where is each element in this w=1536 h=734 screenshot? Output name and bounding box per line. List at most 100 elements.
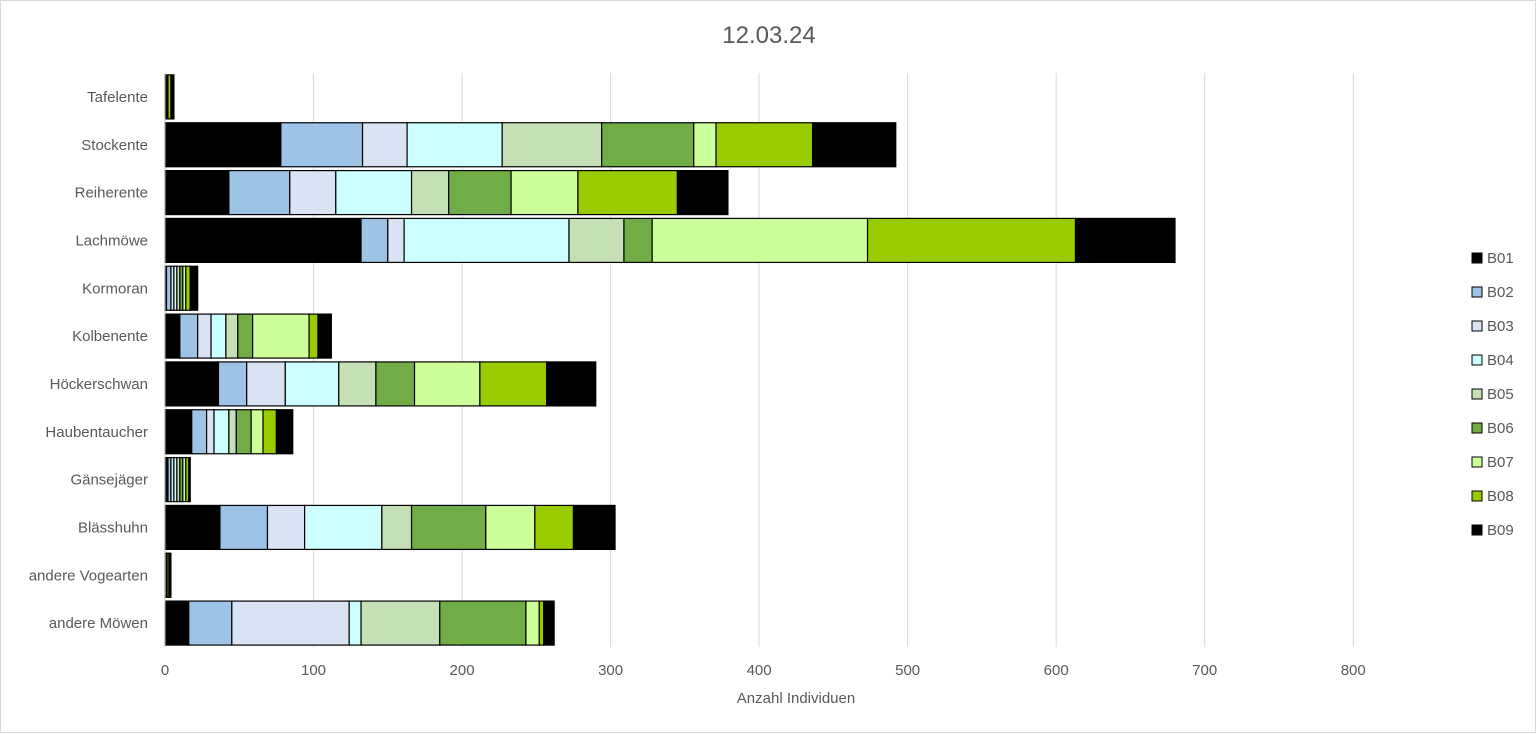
- bar-segment: [1074, 217, 1176, 264]
- category-label: andere Vogearten: [29, 567, 148, 584]
- bar-segment: [168, 552, 172, 598]
- legend: B01 B02 B03 B04 B05 B06 B07 B08 B09: [1471, 250, 1514, 539]
- bar-segment: [219, 504, 269, 551]
- legend-label: B04: [1487, 352, 1514, 369]
- bar-segment: [485, 504, 536, 551]
- bar-segment: [197, 313, 212, 359]
- bar-segment: [164, 313, 181, 359]
- bar-segment: [538, 600, 545, 646]
- bar-segment: [577, 169, 679, 216]
- legend-label: B01: [1487, 250, 1514, 267]
- bar-segment: [164, 600, 190, 646]
- bar-segment: [361, 122, 408, 168]
- legend-label: B06: [1487, 420, 1514, 437]
- bar-segment: [164, 217, 362, 264]
- bar-segment: [317, 313, 332, 359]
- legend-swatch: [1471, 252, 1483, 264]
- x-axis-title: Anzahl Individuen: [737, 690, 855, 707]
- gridlines: [313, 73, 1354, 647]
- bar-segment: [188, 456, 191, 503]
- bar-segment: [225, 313, 239, 359]
- bar-segment: [403, 217, 570, 264]
- bar-segment: [280, 122, 364, 168]
- x-tick-label: 300: [598, 662, 623, 679]
- x-tick-label: 600: [1044, 662, 1069, 679]
- bar-segment: [262, 409, 277, 455]
- bar-segment: [338, 361, 377, 407]
- bar-segment: [866, 217, 1077, 264]
- bar-segment: [304, 504, 383, 551]
- legend-label: B07: [1487, 454, 1514, 471]
- bar-segment: [217, 361, 248, 407]
- category-label: Blässhuhn: [78, 519, 148, 536]
- bar-segment: [210, 313, 227, 359]
- bar-segment: [228, 169, 291, 216]
- bar-segment: [170, 74, 175, 120]
- bar-segment: [275, 409, 294, 455]
- legend-swatch: [1471, 388, 1483, 400]
- legend-swatch: [1471, 320, 1483, 332]
- bar-segment: [246, 361, 286, 407]
- category-label: Kormoran: [82, 280, 148, 297]
- bar-segment: [568, 217, 625, 264]
- category-label: Tafelente: [87, 89, 148, 106]
- bar-segment: [546, 361, 597, 407]
- bar-segment: [205, 409, 215, 455]
- bar-segment: [811, 122, 897, 168]
- bar-segment: [601, 122, 695, 168]
- bar-segment: [348, 600, 362, 646]
- bar-segment: [448, 169, 512, 216]
- legend-swatch: [1471, 422, 1483, 434]
- bar-segment: [237, 313, 254, 359]
- bar-segment: [693, 122, 717, 168]
- bar-segment: [410, 504, 487, 551]
- axes: 0 100 200 300 400 500 600 700 800 Tafelente Stocke…: [29, 73, 1366, 679]
- bar-segment: [479, 361, 548, 407]
- bar-segment: [289, 169, 337, 216]
- bar-segment: [413, 361, 481, 407]
- legend-swatch: [1471, 456, 1483, 468]
- x-tick-label: 700: [1192, 662, 1217, 679]
- x-tick-label: 0: [161, 662, 169, 679]
- bar-segment: [164, 169, 230, 216]
- legend-label: B03: [1487, 318, 1514, 335]
- bar-segment: [543, 600, 555, 646]
- chart-title: 12.03.24: [722, 22, 815, 49]
- bar-segment: [410, 169, 450, 216]
- bar-segment: [651, 217, 869, 264]
- bar-segment: [439, 600, 527, 646]
- category-label: Haubentaucher: [45, 424, 148, 441]
- x-tick-label: 200: [450, 662, 475, 679]
- bar-segment: [572, 504, 616, 551]
- bar-segment: [191, 409, 208, 455]
- bar-segment: [235, 409, 252, 455]
- x-tick-label: 500: [895, 662, 920, 679]
- bar-segment: [375, 361, 416, 407]
- bar-segment: [623, 217, 653, 264]
- x-tick-label: 400: [747, 662, 772, 679]
- bar-segment: [381, 504, 413, 551]
- bar-segment: [534, 504, 575, 551]
- category-label: Reiherente: [75, 185, 148, 202]
- legend-swatch: [1471, 490, 1483, 502]
- bar-segment: [501, 122, 603, 168]
- bar-segment: [231, 600, 350, 646]
- bar-segment: [510, 169, 579, 216]
- bar-segment: [360, 217, 389, 264]
- bar-segment: [387, 217, 405, 264]
- bar-segment: [188, 600, 233, 646]
- bar-segment: [250, 409, 264, 455]
- bar-segment: [284, 361, 340, 407]
- legend-label: B02: [1487, 284, 1514, 301]
- bar-segment: [179, 313, 199, 359]
- legend-label: B09: [1487, 522, 1514, 539]
- bar-segment: [185, 265, 191, 311]
- bar-segment: [228, 409, 237, 455]
- bars: [164, 74, 1176, 646]
- bar-segment: [164, 409, 193, 455]
- bar-segment: [308, 313, 319, 359]
- category-label: Lachmöwe: [75, 232, 148, 249]
- bar-segment: [715, 122, 814, 168]
